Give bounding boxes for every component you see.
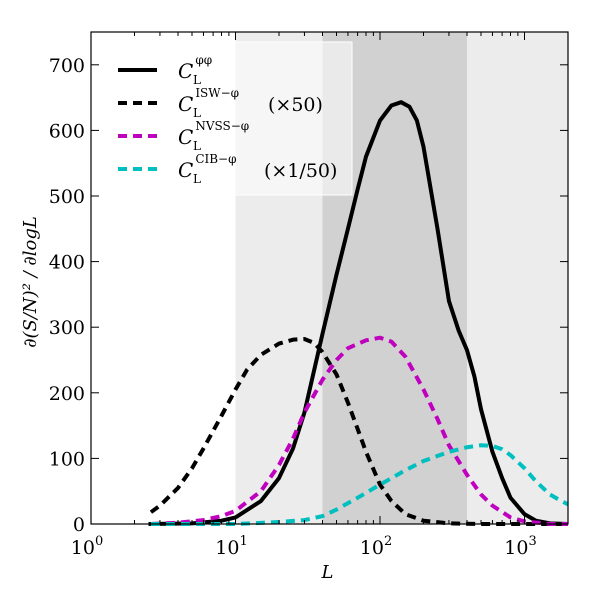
legend-subscript-3: L bbox=[193, 139, 201, 153]
legend-subscript-4: L bbox=[193, 172, 201, 186]
y-axis-label: ∂(S/N)² / ∂logL bbox=[20, 216, 41, 348]
y-tick-label-200: 200 bbox=[49, 383, 85, 405]
x-tick-label-1000: 103 bbox=[504, 534, 536, 559]
series-line-2 bbox=[149, 337, 568, 526]
x-tick-label-100: 102 bbox=[360, 534, 392, 559]
legend-subscript-2: L bbox=[193, 106, 201, 120]
y-tick-label-400: 400 bbox=[49, 252, 85, 274]
legend-note-4: (×1/50) bbox=[264, 160, 337, 182]
y-tick-label-100: 100 bbox=[49, 448, 85, 470]
plot-frame bbox=[90, 31, 569, 525]
legend-note-2: (×50) bbox=[268, 94, 323, 116]
shaded-band-3 bbox=[466, 32, 568, 524]
y-tick-label-700: 700 bbox=[49, 55, 85, 77]
series-line-1 bbox=[148, 100, 569, 526]
legend-subscript-1: L bbox=[193, 73, 201, 87]
series-line-4 bbox=[150, 443, 569, 526]
y-tick-label-300: 300 bbox=[49, 317, 85, 339]
legend-frame bbox=[103, 41, 353, 196]
legend-label-3: C NVSS−φ bbox=[178, 119, 249, 149]
y-tick-label-500: 500 bbox=[49, 186, 85, 208]
legend-label-4: C CIB−φ bbox=[178, 152, 237, 182]
x-tick-label-10: 101 bbox=[215, 534, 247, 559]
x-tick-label-1: 100 bbox=[71, 534, 103, 559]
x-axis-label: L bbox=[321, 562, 334, 583]
legend-label-2: C ISW−φ bbox=[178, 86, 239, 116]
y-tick-label-600: 600 bbox=[49, 120, 85, 142]
series-line-3 bbox=[150, 335, 568, 526]
y-tick-label-0: 0 bbox=[73, 514, 85, 536]
